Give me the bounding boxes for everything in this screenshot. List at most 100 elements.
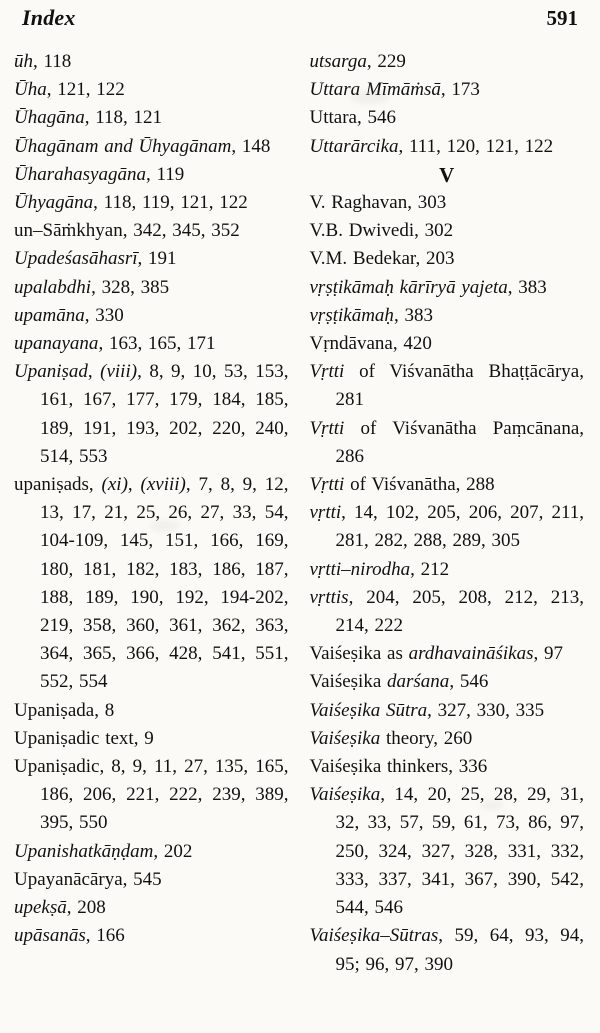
entry-term: Ūhagānam and Ūhyagānam [14, 135, 232, 157]
page-title: Index [22, 5, 76, 30]
entry-text: Upaniṣada, 8 [14, 699, 115, 721]
entry-term: Vṛtti [309, 474, 345, 496]
index-entry: upekṣā, 208 [14, 894, 289, 922]
entry-text: V. Raghavan, 303 [309, 192, 447, 214]
entry-term: Vaiśeṣika–Sūtras [309, 925, 439, 947]
index-entry: vṛṣṭikāmaḥ kārīryā yajeta, 383 [310, 274, 585, 302]
index-entry: Ūhyagāna, 118, 119, 121, 122 [14, 189, 289, 217]
entry-term: Ūharahasyagāna [14, 163, 146, 185]
index-entry: Vṛtti of Viśvanātha Bhaṭṭācārya, 281 [310, 358, 585, 414]
entry-text: of Viśvanātha Bhaṭṭācārya, 281 [335, 361, 585, 411]
index-entry: Ūhagānam and Ūhyagānam, 148 [14, 133, 289, 161]
page-header: Index 591 [14, 5, 584, 31]
entry-text: Vṛndāvana, 420 [309, 333, 432, 355]
entry-text: Vaiśeṣika as [309, 643, 409, 665]
index-entry: Vṛtti of Viśvanātha, 288 [310, 471, 585, 499]
entry-term: upamāna [14, 304, 85, 326]
entry-term: (xviii) [140, 474, 186, 496]
index-entry: Vṛndāvana, 420 [310, 330, 585, 358]
index-entry: V.B. Dwivedi, 302 [310, 217, 585, 245]
index-entry: vṛttis, 204, 205, 208, 212, 213, 214, 22… [310, 584, 585, 640]
index-entry: Uttarārcika, 111, 120, 121, 122 [310, 133, 585, 161]
entry-text: Vaiśeṣika thinkers, 336 [309, 756, 488, 778]
entry-term: vṛtti [309, 502, 342, 524]
entry-text: , 121, 122 [46, 79, 125, 101]
entry-text: , 202 [153, 840, 193, 862]
entry-text: , 119 [145, 163, 185, 185]
entry-term: utsarga [309, 51, 367, 72]
index-entry: upalabdhi, 328, 385 [14, 274, 289, 302]
index-entry: V. Raghavan, 303 [310, 189, 585, 217]
index-entry: upaniṣads, (xi), (xviii), 7, 8, 9, 12, 1… [14, 471, 289, 697]
entry-text: , 208 [66, 897, 106, 919]
index-entry: Upaniṣadic text, 9 [14, 725, 289, 753]
entry-text: , 229 [366, 51, 406, 72]
index-entry: upamāna, 330 [14, 302, 289, 330]
index-entry: Vaiśeṣika, 14, 20, 25, 28, 29, 31, 32, 3… [310, 781, 585, 922]
index-entry: ūh, 118 [14, 48, 289, 76]
entry-term: Upadeśasāhasrī [14, 248, 138, 270]
index-entry: Upadeśasāhasrī, 191 [14, 245, 289, 273]
index-entry: Upanishatkāṇḍam, 202 [14, 838, 289, 866]
entry-term: ūh [14, 51, 33, 72]
entry-term: upekṣā [14, 897, 67, 919]
entry-term: Upanishatkāṇḍam [14, 840, 154, 862]
entry-text: Upayanācārya, 545 [14, 868, 162, 890]
index-entry: utsarga, 229 [310, 48, 585, 76]
entry-text: of Viśvanātha, 288 [344, 474, 495, 496]
left-column: ūh, 118 Ūha, 121, 122 Ūhagāna, 118, 121 Ūha… [14, 48, 289, 979]
page-number: 591 [546, 6, 579, 30]
entry-term: Upaniṣad [14, 361, 88, 383]
entry-text: , 327, 330, 335 [427, 699, 545, 721]
entry-term: vṛṣṭikāmaḥ kārīryā yajeta [309, 276, 508, 298]
scan-smudge [480, 800, 504, 810]
index-entry: V.M. Bedekar, 203 [310, 245, 585, 273]
entry-text: , 330 [84, 304, 124, 326]
entry-text: un–Sāṁkhyan, 342, 345, 352 [14, 220, 240, 242]
index-columns: ūh, 118 Ūha, 121, 122 Ūhagāna, 118, 121 Ūha… [14, 48, 584, 979]
entry-text: Upaniṣadic text, 9 [14, 727, 154, 749]
entry-text: , 166 [85, 925, 125, 947]
entry-term: vṛtti–nirodha [309, 558, 411, 580]
index-entry: Vaiśeṣika as ardhavaināśikas, 97 [310, 640, 585, 668]
entry-term: Ūhyagāna [14, 192, 94, 214]
entry-text: Uttara, 546 [309, 107, 396, 129]
entry-text: , 191 [137, 248, 177, 270]
index-entry: vṛṣṭikāmaḥ, 383 [310, 302, 585, 330]
index-entry: Upayanācārya, 545 [14, 866, 289, 894]
index-entry: upanayana, 163, 165, 171 [14, 330, 289, 358]
entry-text: , 59, 64, 93, 94, 95; 96, 97, 390 [335, 925, 585, 975]
entry-text: , 118, 121 [84, 107, 163, 129]
index-entry: Upaniṣadic, 8, 9, 11, 27, 135, 165, 186,… [14, 753, 289, 838]
entry-term: upanayana [14, 333, 99, 355]
entry-text: , 383 [507, 276, 547, 298]
entry-term: Vaiśeṣika [309, 784, 381, 806]
entry-text: , [87, 361, 101, 383]
entry-term: (viii) [100, 361, 138, 383]
index-entry: Vaiśeṣika darśana, 546 [310, 668, 585, 696]
index-entry: Ūhagāna, 118, 121 [14, 104, 289, 132]
index-entry: Vaiśeṣika–Sūtras, 59, 64, 93, 94, 95; 96… [310, 922, 585, 978]
entry-term: (xi) [101, 474, 128, 496]
entry-text: Vaiśeṣika [309, 671, 388, 693]
entry-text: , 14, 102, 205, 206, 207, 211, 281, 282,… [335, 502, 585, 552]
index-entry: Upaniṣada, 8 [14, 697, 289, 725]
entry-term: Vṛtti [309, 361, 345, 383]
entry-text: , 204, 205, 208, 212, 213, 214, 222 [335, 586, 585, 637]
entry-text: , 97 [533, 643, 564, 665]
entry-text: , 328, 385 [91, 276, 170, 298]
entry-text: Upaniṣadic, 8, 9, 11, 27, 135, 165, 186,… [14, 756, 289, 834]
entry-term: ardhavaināśikas [408, 643, 534, 665]
entry-term: vṛṣṭikāmaḥ [309, 304, 394, 326]
index-entry: Vaiśeṣika theory, 260 [310, 725, 585, 753]
right-column: utsarga, 229 Uttara Mīmāṁsā, 173 Uttara, 5… [310, 48, 585, 979]
index-entry: un–Sāṁkhyan, 342, 345, 352 [14, 217, 289, 245]
entry-text: V.B. Dwivedi, 302 [309, 220, 454, 242]
index-entry: upāsanās, 166 [14, 922, 289, 950]
entry-term: upalabdhi [14, 276, 92, 298]
index-entry: Vaiśeṣika Sūtra, 327, 330, 335 [310, 697, 585, 725]
entry-text: theory, 260 [380, 727, 473, 749]
index-entry: vṛtti–nirodha, 212 [310, 556, 585, 584]
entry-text: , 148 [231, 135, 271, 157]
